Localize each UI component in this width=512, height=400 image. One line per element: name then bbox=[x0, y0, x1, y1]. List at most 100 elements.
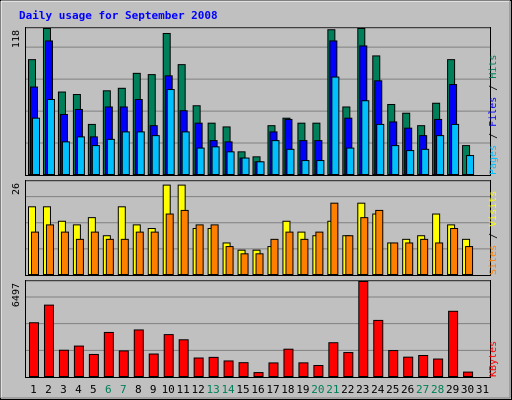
sites-bar bbox=[240, 253, 249, 276]
legend-entry: Hits bbox=[488, 55, 499, 79]
x-tick-label: 26 bbox=[401, 383, 414, 396]
kbytes-bar bbox=[403, 356, 414, 377]
pages-bar bbox=[136, 131, 145, 175]
sites-bar bbox=[435, 242, 444, 275]
x-axis-labels: 1 2 3 4 5 6 7 8 9 10 11 12 13 14 15 16 17 18 19 20 21 22 23 24 2… bbox=[30, 383, 489, 396]
x-tick-label: 1 bbox=[30, 383, 37, 396]
legend-separator: / bbox=[488, 79, 499, 97]
panel-max-label: 6497 bbox=[11, 283, 22, 307]
kbytes-bar bbox=[238, 362, 249, 378]
x-tick-label: 14 bbox=[221, 383, 235, 396]
sites-bar bbox=[390, 242, 399, 275]
legend-separator: / bbox=[488, 127, 499, 145]
kbytes-bar bbox=[29, 322, 39, 378]
sites-bar bbox=[270, 238, 279, 276]
pages-bar bbox=[76, 136, 85, 176]
pages-bar bbox=[106, 138, 115, 175]
x-tick-label: 11 bbox=[177, 383, 190, 396]
kbytes-bar bbox=[118, 350, 129, 377]
sites-bar bbox=[465, 246, 474, 275]
x-tick-label: 10 bbox=[162, 383, 175, 396]
sites-bar bbox=[90, 231, 99, 276]
pages-bar bbox=[196, 147, 205, 175]
x-tick-label: 5 bbox=[90, 383, 97, 396]
x-tick-label: 8 bbox=[135, 383, 142, 396]
pages-bar bbox=[91, 145, 100, 176]
x-tick-label: 18 bbox=[281, 383, 294, 396]
kbytes-bar bbox=[343, 352, 354, 377]
pages-bar bbox=[421, 148, 430, 176]
kbytes-bar bbox=[463, 371, 474, 378]
sites-bar bbox=[165, 213, 174, 276]
legend-entry: Pages bbox=[488, 145, 499, 175]
sites-bar bbox=[255, 253, 264, 276]
sites-bar bbox=[31, 231, 39, 276]
kbytes-bar bbox=[193, 357, 204, 377]
max-labels: 118 26 6497 bbox=[11, 30, 22, 307]
pages-bar bbox=[436, 135, 445, 175]
sites-bar bbox=[210, 224, 219, 275]
x-tick-label: 4 bbox=[75, 383, 82, 396]
kbytes-bar bbox=[283, 348, 294, 377]
x-tick-label: 16 bbox=[251, 383, 264, 396]
pages-bar bbox=[61, 141, 70, 176]
kbytes-bar bbox=[223, 360, 234, 377]
sites-bar bbox=[450, 228, 459, 275]
x-tick-label: 21 bbox=[326, 383, 339, 396]
pages-bar bbox=[391, 145, 400, 176]
kbytes-bar bbox=[133, 329, 144, 377]
pages-bar bbox=[331, 76, 340, 175]
pages-bar bbox=[241, 157, 250, 176]
kbytes-bar bbox=[358, 281, 369, 377]
x-tick-label: 30 bbox=[461, 383, 474, 396]
pages-bar bbox=[361, 100, 370, 175]
sites-bar bbox=[345, 235, 354, 276]
x-tick-label: 19 bbox=[296, 383, 309, 396]
x-tick-label: 24 bbox=[371, 383, 385, 396]
pages-bar bbox=[211, 146, 220, 175]
x-tick-label: 25 bbox=[386, 383, 399, 396]
pages-bar bbox=[466, 155, 475, 175]
pages-bar bbox=[406, 150, 415, 176]
chart-title: Daily usage for September 2008 bbox=[19, 9, 218, 22]
x-tick-label: 27 bbox=[416, 383, 429, 396]
panel-legend: Sites / Visits bbox=[488, 191, 499, 275]
sites-bar bbox=[45, 224, 54, 275]
sites-bar bbox=[330, 202, 339, 275]
panel-max-label: 26 bbox=[11, 183, 22, 195]
sites-bar bbox=[150, 231, 159, 276]
x-tick-label: 13 bbox=[206, 383, 219, 396]
x-tick-label: 12 bbox=[192, 383, 205, 396]
legend-entry: Sites bbox=[488, 245, 499, 275]
kbytes-bar bbox=[448, 310, 459, 377]
legend-entry: KBytes bbox=[488, 341, 499, 377]
sites-bar bbox=[285, 231, 294, 276]
pages-bar bbox=[376, 123, 385, 175]
panel-legend: Pages / Files / Hits bbox=[488, 55, 499, 175]
sites-bar bbox=[300, 238, 309, 276]
x-tick-label: 31 bbox=[476, 383, 489, 396]
kbytes-bar bbox=[43, 304, 54, 377]
kbytes-bar bbox=[418, 354, 429, 378]
kbytes-bar bbox=[103, 331, 114, 377]
panel-legend: KBytes bbox=[488, 341, 499, 377]
legend-separator: / bbox=[488, 227, 499, 245]
pages-bar bbox=[256, 161, 265, 176]
sites-bar bbox=[180, 209, 189, 275]
sites-bar bbox=[225, 246, 234, 275]
sites-bar bbox=[375, 209, 384, 275]
sites-bar bbox=[75, 238, 84, 276]
x-tick-label: 15 bbox=[236, 383, 249, 396]
kbytes-bar bbox=[268, 362, 279, 378]
legend-entry: Files bbox=[488, 97, 499, 127]
sites-bar bbox=[420, 238, 429, 276]
kbytes-bar bbox=[298, 362, 309, 378]
x-tick-label: 6 bbox=[105, 383, 112, 396]
pages-bar bbox=[316, 160, 325, 175]
sites-bar bbox=[120, 238, 129, 276]
pages-bar bbox=[451, 123, 460, 175]
x-tick-label: 7 bbox=[120, 383, 127, 396]
pages-bar bbox=[151, 135, 160, 175]
